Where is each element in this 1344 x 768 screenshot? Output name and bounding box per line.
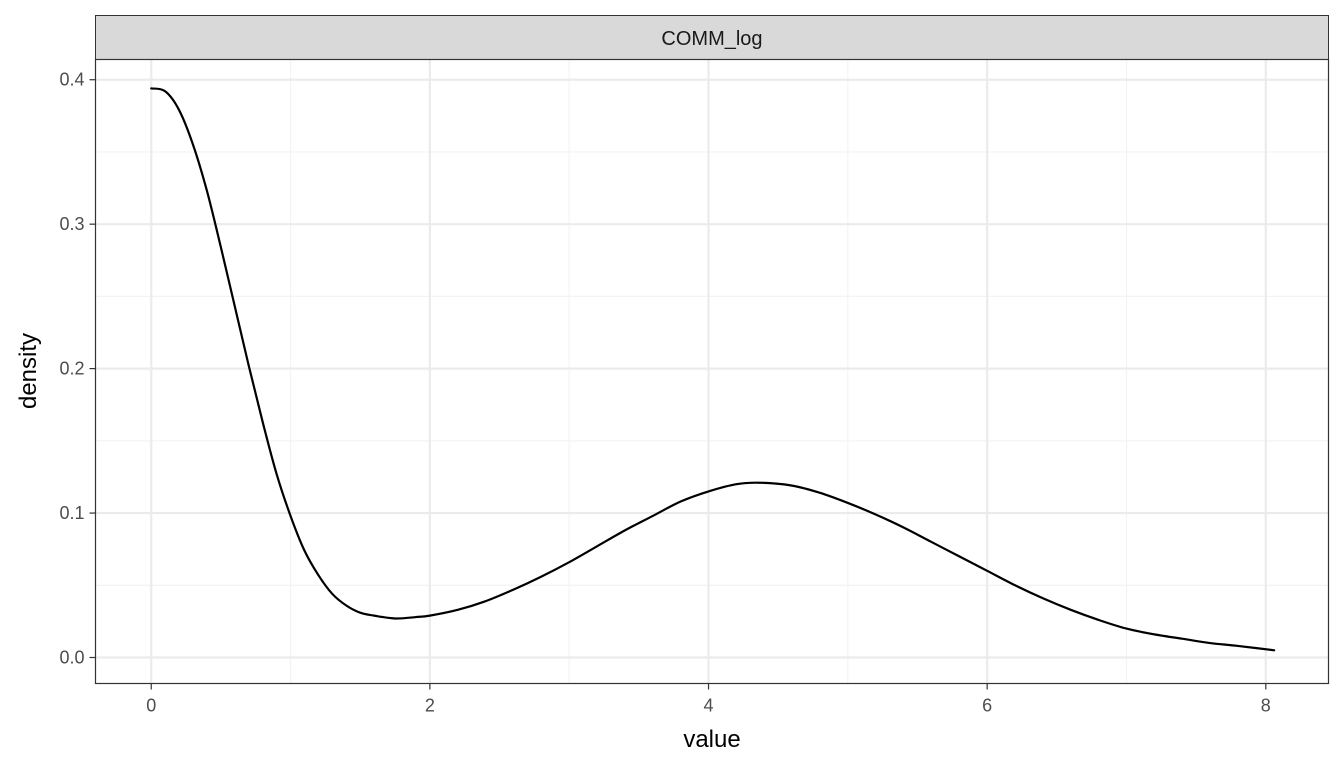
y-tick-label: 0.3 [59,214,84,234]
x-axis-title: value [683,726,740,753]
density-curve [150,87,1276,652]
x-tick-label: 2 [425,696,435,716]
y-axis-title: density [15,333,42,409]
panel-border [94,58,1330,685]
plot-panel [95,59,1329,684]
y-tick-label: 0.2 [59,359,84,379]
x-tick-label: 6 [982,696,992,716]
facet-strip-label: COMM_log [661,28,762,50]
x-tick-label: 8 [1261,696,1271,716]
y-tick-label: 0.1 [59,503,84,523]
y-tick-label: 0.0 [59,648,84,668]
y-axis-ticks: 0.0 0.1 0.2 0.3 0.4 [59,70,96,668]
x-axis-ticks: 0 2 4 6 8 [146,683,1271,716]
grid-major [95,59,1329,684]
x-tick-label: 0 [146,696,156,716]
y-tick-label: 0.4 [59,70,84,90]
x-tick-label: 4 [704,696,714,716]
grid-minor [95,59,1329,684]
facet-strip [95,15,1329,60]
